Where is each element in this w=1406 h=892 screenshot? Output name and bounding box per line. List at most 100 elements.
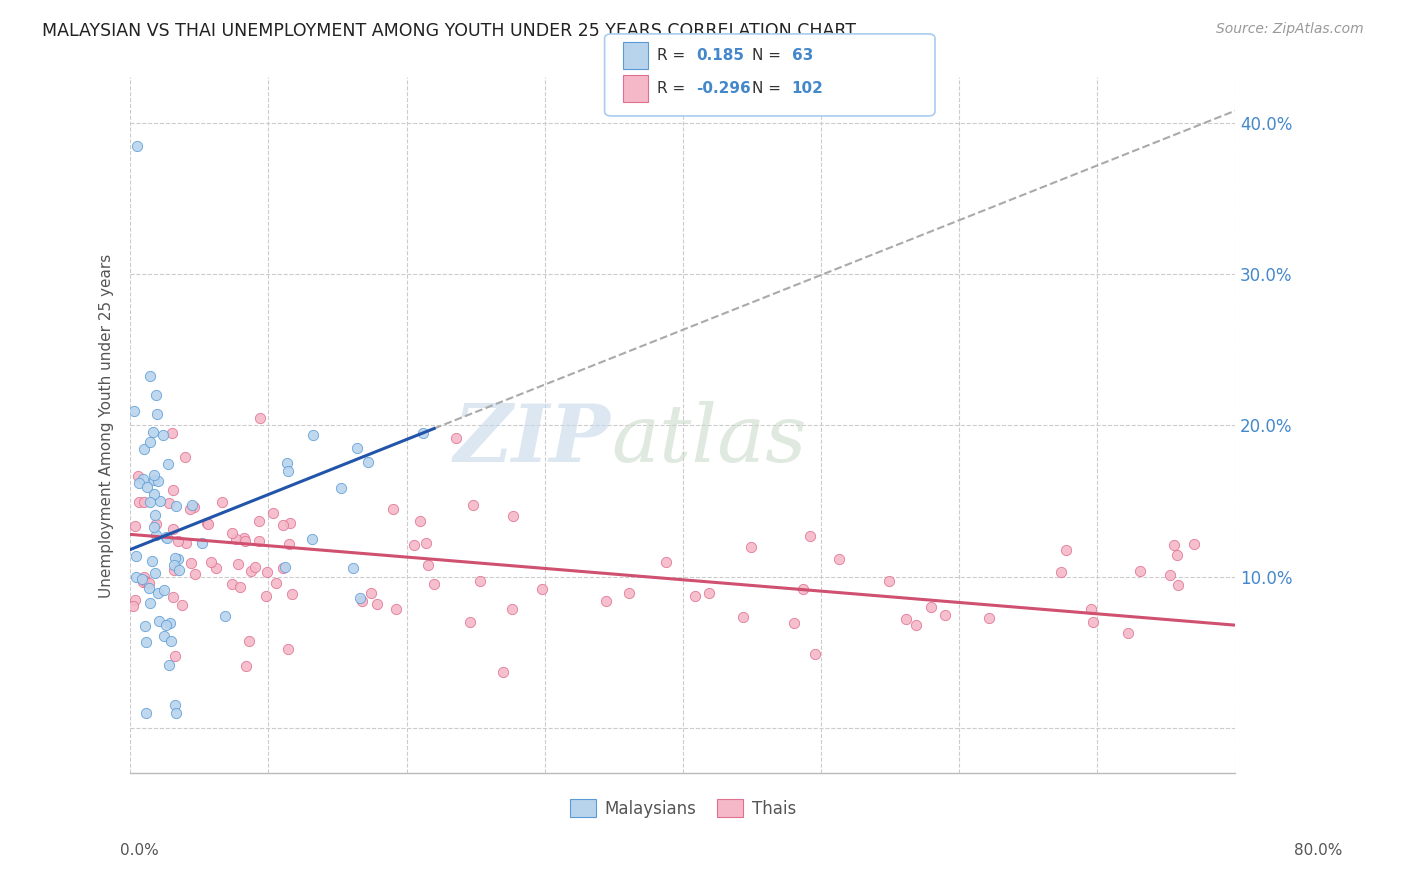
Point xyxy=(139,368,162,383)
Point xyxy=(501,602,523,616)
Point xyxy=(143,566,166,580)
Point xyxy=(125,570,148,584)
Point xyxy=(165,499,187,513)
Point xyxy=(262,506,284,520)
Point xyxy=(416,558,439,572)
Point xyxy=(165,706,187,720)
Point xyxy=(463,498,485,512)
Point xyxy=(783,616,806,631)
Point xyxy=(1129,564,1152,578)
Point xyxy=(221,577,243,591)
Point xyxy=(142,519,165,533)
Point xyxy=(155,530,177,544)
Point xyxy=(142,474,165,488)
Point xyxy=(301,428,323,442)
Point xyxy=(131,575,153,590)
Point xyxy=(128,476,150,491)
Point xyxy=(200,555,222,569)
Point xyxy=(160,425,183,440)
Point xyxy=(828,552,851,566)
Point xyxy=(683,589,706,603)
Point xyxy=(357,455,380,469)
Point xyxy=(170,599,193,613)
Point xyxy=(163,550,186,565)
Point xyxy=(214,608,236,623)
Point xyxy=(1118,626,1140,640)
Point xyxy=(1166,549,1188,563)
Point xyxy=(122,599,145,614)
Point xyxy=(157,496,180,510)
Point xyxy=(346,441,368,455)
Point xyxy=(934,608,956,623)
Legend: Malaysians, Thais: Malaysians, Thais xyxy=(562,793,803,824)
Point xyxy=(136,480,159,494)
Point xyxy=(277,537,299,551)
Point xyxy=(249,514,271,528)
Point xyxy=(167,563,190,577)
Point xyxy=(145,387,167,401)
Text: 80.0%: 80.0% xyxy=(1295,843,1343,858)
Point xyxy=(402,538,425,552)
Point xyxy=(366,597,388,611)
Point xyxy=(148,614,170,628)
Point xyxy=(167,534,190,549)
Point xyxy=(1054,542,1077,557)
Point xyxy=(163,698,186,712)
Point xyxy=(235,659,257,673)
Point xyxy=(271,560,294,574)
Point xyxy=(125,138,148,153)
Point xyxy=(273,559,295,574)
Point xyxy=(163,563,186,577)
Point xyxy=(1163,539,1185,553)
Text: 0.0%: 0.0% xyxy=(120,843,159,858)
Point xyxy=(128,495,150,509)
Point xyxy=(412,425,434,440)
Text: R =: R = xyxy=(657,81,690,96)
Point xyxy=(145,528,167,542)
Point xyxy=(134,495,156,509)
Point xyxy=(181,499,204,513)
Point xyxy=(163,558,186,573)
Point xyxy=(530,582,553,596)
Point xyxy=(468,574,491,588)
Point xyxy=(280,587,302,601)
Text: ZIP: ZIP xyxy=(454,401,612,478)
Point xyxy=(792,582,814,596)
Text: R =: R = xyxy=(657,48,690,63)
Point xyxy=(205,561,228,575)
Point xyxy=(146,407,169,421)
Point xyxy=(138,581,160,595)
Point xyxy=(146,586,169,600)
Point xyxy=(446,431,468,445)
Point xyxy=(162,590,184,604)
Text: Source: ZipAtlas.com: Source: ZipAtlas.com xyxy=(1216,22,1364,37)
Point xyxy=(226,557,249,571)
Point xyxy=(152,428,174,442)
Point xyxy=(329,481,352,495)
Point xyxy=(1159,567,1181,582)
Point xyxy=(458,615,481,629)
Point xyxy=(146,474,169,488)
Point xyxy=(280,516,302,530)
Point xyxy=(277,464,299,478)
Point xyxy=(139,434,162,449)
Point xyxy=(184,566,207,581)
Point xyxy=(243,559,266,574)
Point xyxy=(301,533,323,547)
Point xyxy=(124,518,146,533)
Text: -0.296: -0.296 xyxy=(696,81,751,96)
Point xyxy=(697,586,720,600)
Point xyxy=(415,536,437,550)
Text: 102: 102 xyxy=(792,81,824,96)
Point xyxy=(877,574,900,588)
Point xyxy=(174,536,197,550)
Point xyxy=(233,534,256,549)
Point xyxy=(160,634,183,648)
Text: MALAYSIAN VS THAI UNEMPLOYMENT AMONG YOUTH UNDER 25 YEARS CORRELATION CHART: MALAYSIAN VS THAI UNEMPLOYMENT AMONG YOU… xyxy=(42,22,856,40)
Point xyxy=(595,593,617,607)
Point xyxy=(153,629,176,643)
Point xyxy=(276,456,298,470)
Point xyxy=(138,575,160,590)
Point xyxy=(162,483,184,497)
Point xyxy=(1080,602,1102,616)
